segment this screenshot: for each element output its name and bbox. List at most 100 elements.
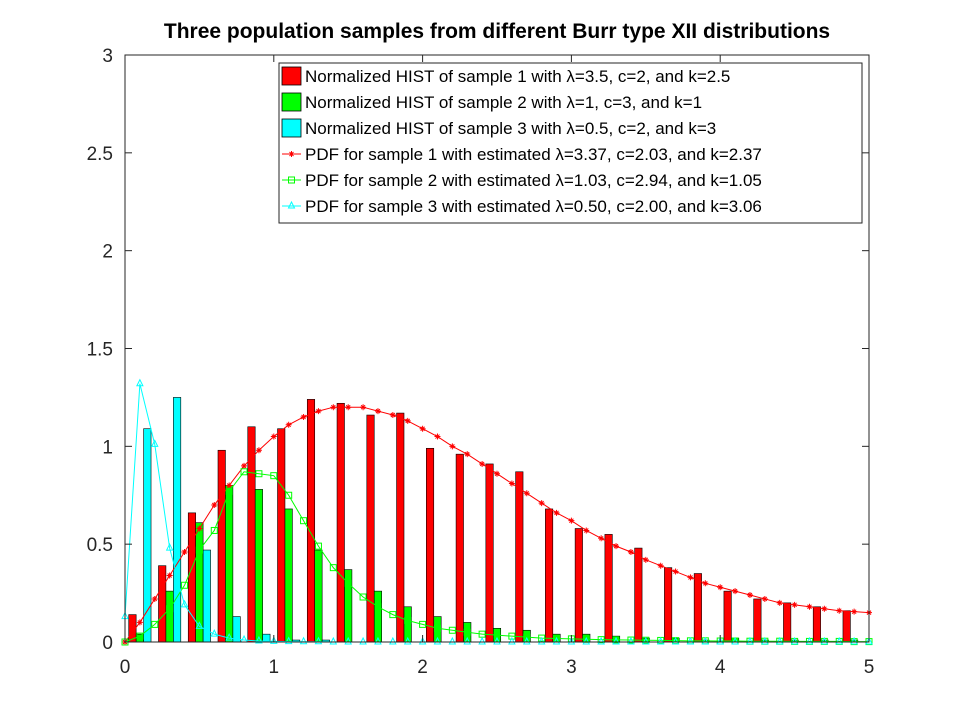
x-tick-label: 0: [120, 657, 131, 678]
pdf-point-s3: [597, 636, 605, 645]
legend-marker: [288, 151, 295, 157]
pdf-point-s1: [702, 580, 709, 587]
hist-bar-s1: [634, 547, 643, 643]
pdf-point-s1: [449, 443, 456, 450]
pdf-point-s1: [494, 470, 500, 477]
pdf-point-s1: [136, 619, 143, 626]
legend-label: PDF for sample 3 with estimated λ=0.50, …: [305, 197, 762, 216]
pdf-point-s3: [448, 636, 457, 645]
hist-bar-s2: [314, 549, 323, 643]
pdf-point-s1: [583, 527, 590, 534]
hist-bar-s1: [247, 426, 256, 643]
legend-label: PDF for sample 1 with estimated λ=3.37, …: [305, 145, 762, 164]
legend-label: Normalized HIST of sample 1 with λ=3.5, …: [305, 67, 730, 86]
pdf-point-s2: [344, 579, 352, 587]
pdf-point-s2: [612, 636, 620, 644]
pdf-point-s3: [225, 632, 233, 641]
pdf-point-s1: [434, 433, 441, 440]
x-tick-label: 2: [417, 657, 428, 678]
pdf-point-s1: [419, 425, 426, 432]
pdf-point-s3: [761, 636, 769, 645]
pdf-point-s3: [478, 636, 486, 645]
pdf-point-s3: [210, 629, 219, 637]
pdf-point-s3: [567, 636, 576, 645]
y-tick-label: 0.5: [87, 535, 113, 556]
hist-bar-s1: [187, 512, 196, 643]
pdf-point-s2: [597, 636, 605, 644]
legend-box: [278, 62, 863, 224]
pdf-point-s1: [464, 451, 471, 458]
pdf-point-s3: [403, 636, 412, 645]
pdf-point-s2: [285, 491, 293, 499]
hist-bar-s3: [173, 397, 182, 643]
pdf-point-s3: [314, 636, 323, 645]
pdf-point-s1: [598, 535, 605, 542]
pdf-point-s2: [433, 624, 441, 632]
pdf-point-s3: [433, 636, 442, 645]
pdf-point-s2: [329, 564, 337, 572]
pdf-point-s1: [285, 421, 292, 428]
pdf-point-s3: [299, 636, 308, 645]
pdf-point-s3: [850, 636, 858, 645]
pdf-point-s2: [553, 634, 561, 642]
pdf-point-s1: [642, 556, 649, 563]
hist-bar-s1: [842, 610, 851, 643]
hist-bar-s1: [574, 528, 583, 643]
pdf-lines: [121, 378, 873, 646]
pdf-point-s3: [835, 636, 844, 645]
hist-bar-s2: [284, 508, 293, 643]
pdf-point-s3: [255, 635, 263, 644]
pdf-point-s3: [627, 636, 635, 645]
legend-label: Normalized HIST of sample 3 with λ=0.5, …: [305, 119, 716, 138]
pdf-point-s1: [360, 404, 367, 411]
legend-swatch: [281, 92, 302, 112]
pdf-point-s2: [136, 632, 144, 640]
pdf-point-s2: [255, 470, 263, 478]
hist-bar-s1: [664, 567, 673, 643]
pdf-point-s1: [226, 482, 233, 489]
pdf-point-s3: [537, 636, 546, 645]
pdf-point-s3: [820, 636, 829, 645]
x-tick-label: 3: [566, 657, 577, 678]
pdf-point-s1: [717, 584, 724, 591]
pdf-point-s1: [851, 608, 858, 615]
pdf-point-s1: [166, 572, 173, 579]
y-tick-label: 0: [102, 633, 113, 654]
legend-swatch: [281, 66, 302, 86]
hist-bar-s1: [693, 573, 702, 643]
pdf-point-s3: [493, 636, 501, 645]
pdf-point-s3: [418, 636, 427, 645]
pdf-point-s1: [553, 509, 560, 516]
hist-bar-s1: [455, 453, 464, 643]
pdf-point-s2: [314, 542, 322, 550]
pdf-point-s2: [389, 611, 397, 619]
hist-bar-s2: [165, 590, 174, 643]
y-tick-label: 3: [102, 46, 113, 67]
pdf-point-s3: [329, 636, 338, 645]
pdf-point-s2: [300, 517, 308, 525]
legend-label: PDF for sample 2 with estimated λ=1.03, …: [305, 171, 762, 190]
pdf-point-s3: [775, 636, 784, 645]
pdf-point-s1: [732, 588, 739, 595]
y-tick-label: 1: [102, 437, 113, 458]
y-tick-label: 2: [102, 242, 113, 263]
pdf-point-s1: [791, 601, 798, 608]
pdf-line-s2: [124, 471, 869, 643]
x-tick-label: 4: [715, 657, 726, 678]
pdf-point-s2: [359, 593, 367, 601]
pdf-point-s1: [181, 548, 188, 555]
y-tick-label: 1.5: [87, 340, 113, 361]
pdf-point-s3: [805, 636, 814, 645]
pdf-point-s3: [701, 636, 710, 645]
pdf-point-s3: [180, 599, 189, 608]
hist-bar-s2: [225, 485, 234, 643]
pdf-point-s2: [195, 546, 203, 554]
pdf-point-s2: [523, 633, 531, 641]
legend: Normalized HIST of sample 1 with λ=3.5, …: [278, 62, 863, 224]
hist-bar-s1: [366, 414, 375, 643]
axes: 0 1 2 3 4 5 0 0.5 1 1.5 2 2.5 3: [87, 46, 875, 678]
hist-bar-s1: [753, 598, 762, 643]
pdf-point-s2: [166, 605, 174, 613]
hist-bar-s1: [545, 508, 554, 643]
pdf-point-s1: [538, 500, 545, 507]
